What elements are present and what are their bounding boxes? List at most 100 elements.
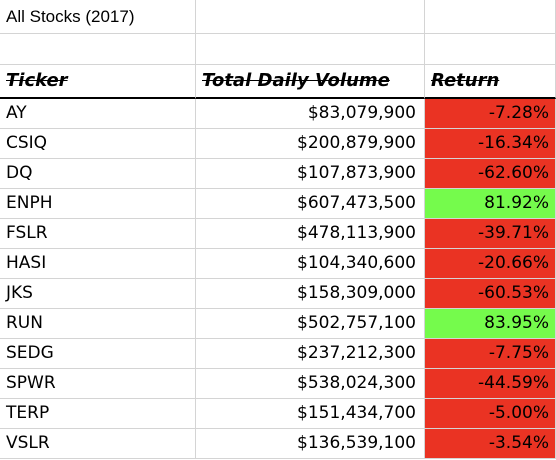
table-row: FSLR $478,113,900 -39.71% <box>0 219 556 249</box>
return-value-cell[interactable]: -20.66% <box>425 249 556 279</box>
total-daily-volume-cell[interactable]: $200,879,900 <box>196 129 425 159</box>
ticker: SEDG <box>6 343 54 363</box>
ticker-cell[interactable]: DQ <box>0 159 196 189</box>
header-ticker-cell[interactable]: Ticker <box>0 65 196 99</box>
ticker-cell[interactable]: VSLR <box>0 429 196 459</box>
table-row: AY $83,079,900 -7.28% <box>0 99 556 129</box>
total-daily-volume: $136,539,100 <box>297 433 416 453</box>
return-value: 83.95% <box>484 313 549 333</box>
table-row: SEDG $237,212,300 -7.75% <box>0 339 556 369</box>
return-value-cell[interactable]: -60.53% <box>425 279 556 309</box>
ticker-cell[interactable]: SEDG <box>0 339 196 369</box>
return-value: -7.75% <box>488 343 549 363</box>
table-row: CSIQ $200,879,900 -16.34% <box>0 129 556 159</box>
empty-cell[interactable] <box>196 0 425 34</box>
ticker: FSLR <box>6 223 48 243</box>
table-row: ENPH $607,473,500 81.92% <box>0 189 556 219</box>
table-row: VSLR $136,539,100 -3.54% <box>0 429 556 459</box>
ticker: VSLR <box>6 433 50 453</box>
total-daily-volume: $607,473,500 <box>297 193 416 213</box>
return-value-cell[interactable]: -7.75% <box>425 339 556 369</box>
return-value-cell[interactable]: -5.00% <box>425 399 556 429</box>
header-volume: Total Daily Volume <box>202 70 390 91</box>
total-daily-volume-cell[interactable]: $107,873,900 <box>196 159 425 189</box>
return-value-cell[interactable]: -7.28% <box>425 99 556 129</box>
total-daily-volume: $538,024,300 <box>297 373 416 393</box>
table-row: HASI $104,340,600 -20.66% <box>0 249 556 279</box>
total-daily-volume: $502,757,100 <box>297 313 416 333</box>
total-daily-volume: $237,212,300 <box>297 343 416 363</box>
total-daily-volume-cell[interactable]: $104,340,600 <box>196 249 425 279</box>
empty-cell[interactable] <box>425 0 556 34</box>
return-value: -3.54% <box>488 433 549 453</box>
ticker-cell[interactable]: FSLR <box>0 219 196 249</box>
ticker: RUN <box>6 313 43 333</box>
total-daily-volume: $200,879,900 <box>297 133 416 153</box>
return-value-cell[interactable]: 81.92% <box>425 189 556 219</box>
ticker: ENPH <box>6 193 53 213</box>
total-daily-volume-cell[interactable]: $607,473,500 <box>196 189 425 219</box>
return-value-cell[interactable]: 83.95% <box>425 309 556 339</box>
sheet-title: All Stocks (2017) <box>6 7 135 26</box>
ticker-cell[interactable]: AY <box>0 99 196 129</box>
table-row: RUN $502,757,100 83.95% <box>0 309 556 339</box>
ticker-cell[interactable]: TERP <box>0 399 196 429</box>
return-value: -39.71% <box>478 223 549 243</box>
return-value: -7.28% <box>488 103 549 123</box>
ticker: AY <box>6 103 27 123</box>
total-daily-volume-cell[interactable]: $478,113,900 <box>196 219 425 249</box>
total-daily-volume: $158,309,000 <box>297 283 416 303</box>
return-value: -62.60% <box>478 163 549 183</box>
total-daily-volume-cell[interactable]: $158,309,000 <box>196 279 425 309</box>
return-value-cell[interactable]: -44.59% <box>425 369 556 399</box>
blank-row <box>0 34 556 65</box>
return-value: -60.53% <box>478 283 549 303</box>
title-row: All Stocks (2017) <box>0 0 556 34</box>
total-daily-volume-cell[interactable]: $83,079,900 <box>196 99 425 129</box>
ticker-cell[interactable]: JKS <box>0 279 196 309</box>
title-cell[interactable]: All Stocks (2017) <box>0 0 196 34</box>
total-daily-volume-cell[interactable]: $237,212,300 <box>196 339 425 369</box>
total-daily-volume: $83,079,900 <box>307 103 416 123</box>
empty-cell[interactable] <box>0 34 196 65</box>
return-value: 81.92% <box>484 193 549 213</box>
return-value: -20.66% <box>478 253 549 273</box>
empty-cell[interactable] <box>196 34 425 65</box>
total-daily-volume-cell[interactable]: $502,757,100 <box>196 309 425 339</box>
total-daily-volume: $107,873,900 <box>297 163 416 183</box>
ticker: SPWR <box>6 373 56 393</box>
return-value: -5.00% <box>488 403 549 423</box>
ticker-cell[interactable]: CSIQ <box>0 129 196 159</box>
ticker-cell[interactable]: RUN <box>0 309 196 339</box>
return-value-cell[interactable]: -3.54% <box>425 429 556 459</box>
total-daily-volume-cell[interactable]: $151,434,700 <box>196 399 425 429</box>
ticker: CSIQ <box>6 133 48 153</box>
table-row: DQ $107,873,900 -62.60% <box>0 159 556 189</box>
return-value: -44.59% <box>478 373 549 393</box>
ticker-cell[interactable]: ENPH <box>0 189 196 219</box>
ticker: JKS <box>6 283 33 303</box>
total-daily-volume-cell[interactable]: $538,024,300 <box>196 369 425 399</box>
return-value-cell[interactable]: -62.60% <box>425 159 556 189</box>
total-daily-volume-cell[interactable]: $136,539,100 <box>196 429 425 459</box>
ticker-cell[interactable]: HASI <box>0 249 196 279</box>
ticker: TERP <box>6 403 50 423</box>
header-return-cell[interactable]: Return <box>425 65 556 99</box>
header-row: Ticker Total Daily Volume Return <box>0 65 556 99</box>
return-value: -16.34% <box>478 133 549 153</box>
total-daily-volume: $151,434,700 <box>297 403 416 423</box>
table-row: TERP $151,434,700 -5.00% <box>0 399 556 429</box>
header-return: Return <box>431 70 500 91</box>
header-ticker: Ticker <box>6 70 68 91</box>
ticker: HASI <box>6 253 47 273</box>
return-value-cell[interactable]: -16.34% <box>425 129 556 159</box>
ticker: DQ <box>6 163 33 183</box>
ticker-cell[interactable]: SPWR <box>0 369 196 399</box>
header-volume-cell[interactable]: Total Daily Volume <box>196 65 425 99</box>
total-daily-volume: $478,113,900 <box>297 223 416 243</box>
total-daily-volume: $104,340,600 <box>297 253 416 273</box>
return-value-cell[interactable]: -39.71% <box>425 219 556 249</box>
empty-cell[interactable] <box>425 34 556 65</box>
table-row: SPWR $538,024,300 -44.59% <box>0 369 556 399</box>
